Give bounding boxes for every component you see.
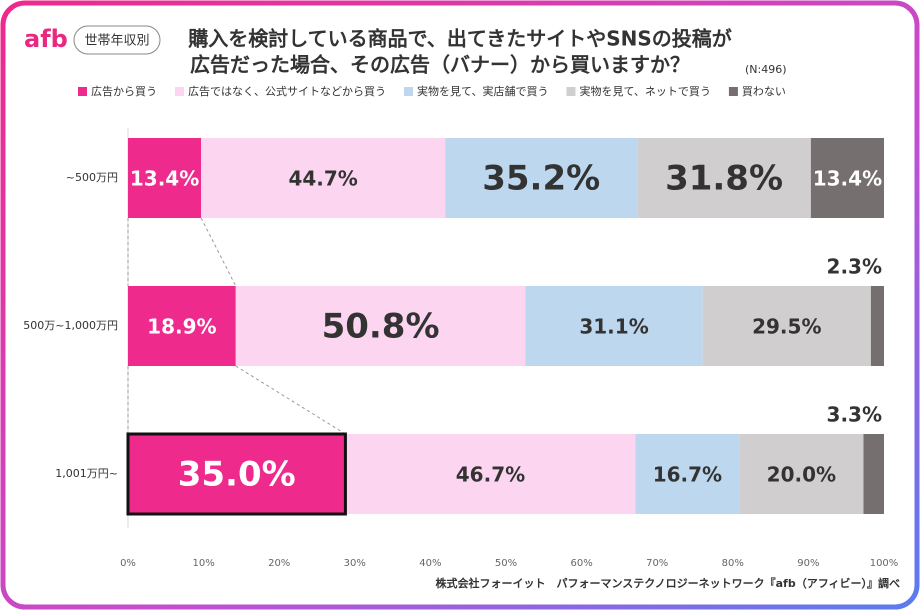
y-tick-label: 500万~1,000万円 xyxy=(23,319,118,332)
value-label: 46.7% xyxy=(456,463,525,487)
value-label: 35.2% xyxy=(482,159,600,199)
legend-label: 広告から買う xyxy=(91,85,157,98)
legend-swatch xyxy=(78,87,87,96)
chart-title: 広告だった場合、その広告（バナー）から買いますか？ xyxy=(190,53,690,77)
highlight-box xyxy=(126,432,347,516)
bar-segment xyxy=(739,434,864,514)
legend-label: 広告ではなく、公式サイトなどから買う xyxy=(188,85,386,98)
legend-label: 買わない xyxy=(742,85,786,98)
x-tick-label: 90% xyxy=(797,558,819,569)
x-tick-label: 20% xyxy=(268,558,290,569)
legend-label: 実物を見て、実店舗で買う xyxy=(417,84,548,98)
value-label: 18.9% xyxy=(147,315,216,339)
badge: 世帯年収別 xyxy=(84,34,149,49)
chart-title: 購入を検討している商品で、出てきたサイトやSNSの投稿が xyxy=(188,27,732,51)
bar-segment xyxy=(635,434,740,514)
x-tick-label: 70% xyxy=(646,558,668,569)
value-label: 13.4% xyxy=(130,167,199,191)
footer: 株式会社フォーイット パフォーマンステクノロジーネットワーク『afb（アフィビー… xyxy=(436,576,900,590)
bar-segment xyxy=(810,138,884,218)
bar-segment xyxy=(637,138,811,218)
bar-segment xyxy=(235,286,526,366)
value-label: 2.3% xyxy=(827,255,882,279)
value-label: 16.7% xyxy=(653,463,722,487)
bar-segment xyxy=(702,286,871,366)
x-tick-label: 80% xyxy=(722,558,744,569)
x-tick-label: 40% xyxy=(419,558,441,569)
x-tick-label: 30% xyxy=(344,558,366,569)
bar-segment xyxy=(201,138,446,218)
x-tick-label: 0% xyxy=(120,558,136,569)
bar-segment xyxy=(128,138,202,218)
legend-label: 実物を見て、ネットで買う xyxy=(579,84,710,98)
bar-segment xyxy=(128,286,236,366)
x-tick-label: 50% xyxy=(495,558,517,569)
x-tick-label: 60% xyxy=(570,558,592,569)
bar-segment xyxy=(525,286,703,366)
bar-segment xyxy=(345,434,636,514)
bar-segment xyxy=(863,434,884,514)
value-label: 31.1% xyxy=(579,315,648,339)
legend-swatch xyxy=(175,87,184,96)
connector xyxy=(200,217,237,287)
sample-note: (N:496) xyxy=(745,63,787,76)
legend-swatch xyxy=(404,87,413,96)
y-tick-label: 1,001万円~ xyxy=(55,467,118,480)
value-label: 31.8% xyxy=(665,159,783,199)
value-label: 29.5% xyxy=(752,315,821,339)
x-tick-label: 100% xyxy=(870,558,899,569)
y-tick-label: ~500万円 xyxy=(66,171,118,184)
bar-segment xyxy=(870,286,884,366)
value-label: 20.0% xyxy=(767,463,836,487)
bar-segment xyxy=(445,138,638,218)
value-label: 3.3% xyxy=(827,403,882,427)
badge-box xyxy=(73,25,161,55)
legend-swatch xyxy=(728,87,738,96)
value-label: 13.4% xyxy=(813,167,882,191)
value-label: 44.7% xyxy=(288,167,357,191)
x-tick-label: 10% xyxy=(192,558,214,569)
bar-segment xyxy=(128,434,346,514)
value-label: 50.8% xyxy=(322,307,440,347)
value-label: 35.0% xyxy=(178,455,296,495)
legend-swatch xyxy=(566,87,576,96)
brand: afb xyxy=(24,25,68,53)
